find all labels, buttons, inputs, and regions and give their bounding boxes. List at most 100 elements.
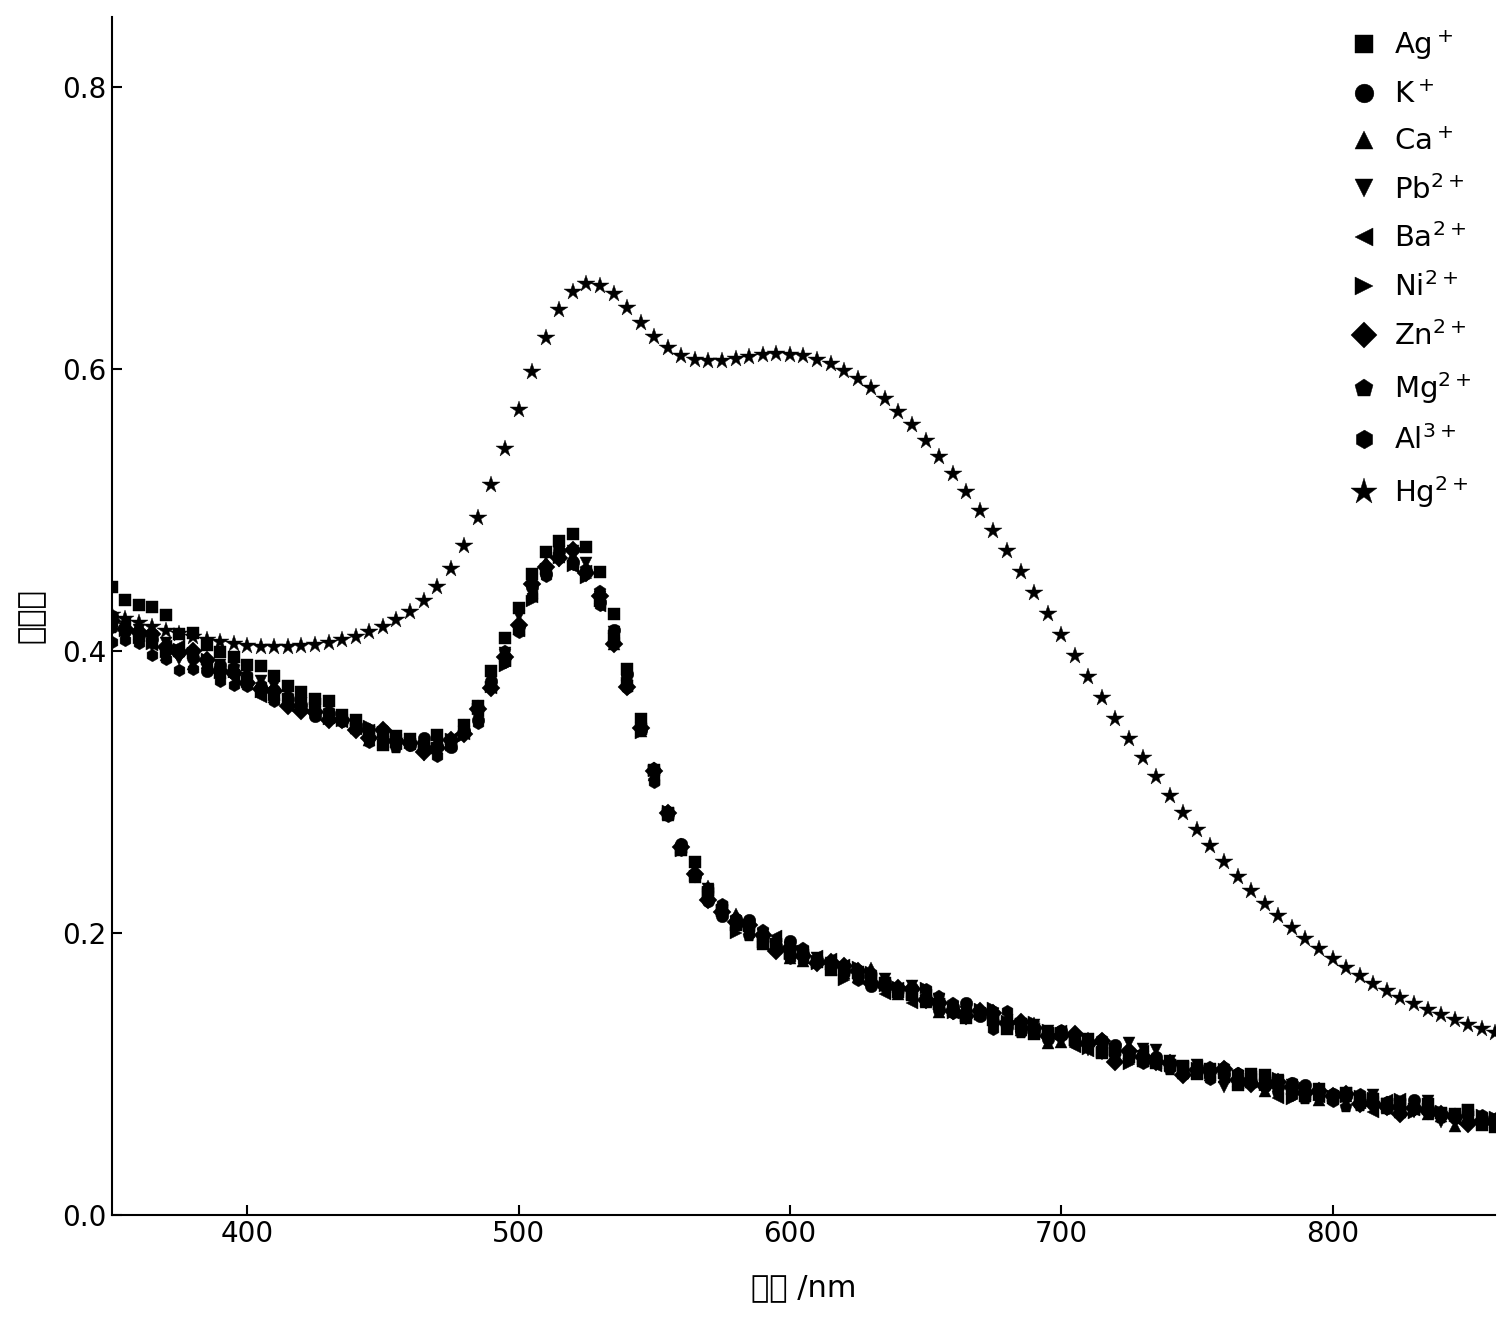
Al$^{3+}$ [916, 981, 934, 997]
Pb$^{2+}$ [482, 679, 500, 695]
Ba$^{2+}$ [550, 546, 569, 562]
Zn$^{2+}$ [1405, 1100, 1423, 1116]
Ba$^{2+}$ [482, 681, 500, 696]
Mg$^{2+}$ [1486, 1117, 1504, 1133]
Ba$^{2+}$ [1364, 1104, 1382, 1120]
Ba$^{2+}$ [1486, 1108, 1504, 1124]
Pb$^{2+}$ [1337, 1096, 1355, 1112]
Hg$^{2+}$ [1486, 1025, 1504, 1041]
Ag$^+$ [1364, 1091, 1382, 1107]
Pb$^{2+}$ [1377, 1096, 1396, 1112]
Ni$^{2+}$ [1337, 1089, 1355, 1105]
Ag$^+$ [482, 663, 500, 679]
K$^+$ [1486, 1112, 1504, 1128]
Y-axis label: 吸光度: 吸光度 [17, 588, 45, 644]
Ca$^+$ [916, 995, 934, 1010]
Al$^{3+}$ [1337, 1088, 1355, 1104]
Hg$^{2+}$ [1377, 983, 1396, 998]
Line: Ag$^+$: Ag$^+$ [106, 528, 1501, 1133]
Ba$^{2+}$ [1445, 1112, 1464, 1128]
X-axis label: 波长 /nm: 波长 /nm [750, 1273, 856, 1302]
Ni$^{2+}$ [916, 980, 934, 996]
Pb$^{2+}$ [1364, 1087, 1382, 1103]
Line: Zn$^{2+}$: Zn$^{2+}$ [106, 543, 1501, 1130]
Line: K$^+$: K$^+$ [106, 545, 1501, 1128]
Al$^{3+}$ [1405, 1101, 1423, 1117]
Ba$^{2+}$ [916, 987, 934, 1002]
Mg$^{2+}$ [1405, 1100, 1423, 1116]
Ag$^+$ [1405, 1101, 1423, 1117]
Pb$^{2+}$ [103, 616, 121, 632]
Zn$^{2+}$ [916, 992, 934, 1008]
Ni$^{2+}$ [482, 679, 500, 695]
Line: Ba$^{2+}$: Ba$^{2+}$ [106, 547, 1501, 1125]
Zn$^{2+}$ [1337, 1087, 1355, 1103]
Ni$^{2+}$ [550, 550, 569, 566]
Line: Mg$^{2+}$: Mg$^{2+}$ [106, 542, 1501, 1132]
Hg$^{2+}$ [916, 433, 934, 448]
Hg$^{2+}$ [103, 607, 121, 623]
Zn$^{2+}$ [1459, 1116, 1477, 1132]
Ca$^+$ [103, 608, 121, 624]
Line: Ni$^{2+}$: Ni$^{2+}$ [106, 553, 1501, 1124]
Al$^{3+}$ [482, 679, 500, 695]
K$^+$ [103, 608, 121, 624]
Line: Ca$^+$: Ca$^+$ [106, 549, 1501, 1132]
Legend: Ag$^+$, K$^+$, Ca$^+$, Pb$^{2+}$, Ba$^{2+}$, Ni$^{2+}$, Zn$^{2+}$, Mg$^{2+}$, Al: Ag$^+$, K$^+$, Ca$^+$, Pb$^{2+}$, Ba$^{2… [1347, 20, 1480, 518]
Mg$^{2+}$ [550, 541, 569, 557]
K$^+$ [1459, 1113, 1477, 1129]
Hg$^{2+}$ [1337, 960, 1355, 976]
Mg$^{2+}$ [1377, 1093, 1396, 1109]
Pb$^{2+}$ [564, 543, 582, 559]
Hg$^{2+}$ [482, 477, 500, 493]
Ni$^{2+}$ [1364, 1091, 1382, 1107]
Ni$^{2+}$ [1405, 1105, 1423, 1121]
Ba$^{2+}$ [1337, 1084, 1355, 1100]
Al$^{3+}$ [1377, 1095, 1396, 1111]
Zn$^{2+}$ [1364, 1096, 1382, 1112]
Ni$^{2+}$ [103, 623, 121, 638]
Pb$^{2+}$ [916, 988, 934, 1004]
Hg$^{2+}$ [1405, 996, 1423, 1012]
Pb$^{2+}$ [1486, 1117, 1504, 1133]
Ba$^{2+}$ [103, 613, 121, 629]
Mg$^{2+}$ [103, 620, 121, 636]
Al$^{3+}$ [103, 633, 121, 649]
Ca$^+$ [1364, 1091, 1382, 1107]
K$^+$ [916, 992, 934, 1008]
Mg$^{2+}$ [1364, 1096, 1382, 1112]
Ba$^{2+}$ [1377, 1092, 1396, 1108]
Hg$^{2+}$ [1364, 976, 1382, 992]
Ag$^+$ [564, 525, 582, 541]
K$^+$ [1364, 1095, 1382, 1111]
Line: Al$^{3+}$: Al$^{3+}$ [106, 553, 1501, 1129]
Ca$^+$ [564, 547, 582, 563]
Zn$^{2+}$ [1377, 1099, 1396, 1115]
Al$^{3+}$ [1486, 1115, 1504, 1130]
Ca$^+$ [1486, 1113, 1504, 1129]
Al$^{3+}$ [550, 550, 569, 566]
Ag$^+$ [103, 579, 121, 595]
K$^+$ [1377, 1100, 1396, 1116]
Zn$^{2+}$ [103, 613, 121, 629]
Ni$^{2+}$ [1377, 1099, 1396, 1115]
K$^+$ [1337, 1088, 1355, 1104]
Ag$^+$ [1337, 1086, 1355, 1101]
Al$^{3+}$ [1364, 1091, 1382, 1107]
Mg$^{2+}$ [482, 677, 500, 692]
Mg$^{2+}$ [916, 989, 934, 1005]
Ni$^{2+}$ [1486, 1109, 1504, 1125]
Line: Hg$^{2+}$: Hg$^{2+}$ [103, 276, 1504, 1042]
Ca$^+$ [482, 678, 500, 694]
K$^+$ [550, 543, 569, 559]
Ca$^+$ [1337, 1088, 1355, 1104]
Zn$^{2+}$ [482, 681, 500, 696]
Zn$^{2+}$ [1486, 1115, 1504, 1130]
Line: Pb$^{2+}$: Pb$^{2+}$ [106, 545, 1501, 1132]
K$^+$ [482, 674, 500, 690]
Hg$^{2+}$ [578, 277, 596, 293]
Ca$^+$ [1377, 1100, 1396, 1116]
Zn$^{2+}$ [564, 542, 582, 558]
Pb$^{2+}$ [1405, 1104, 1423, 1120]
Ca$^+$ [1405, 1095, 1423, 1111]
